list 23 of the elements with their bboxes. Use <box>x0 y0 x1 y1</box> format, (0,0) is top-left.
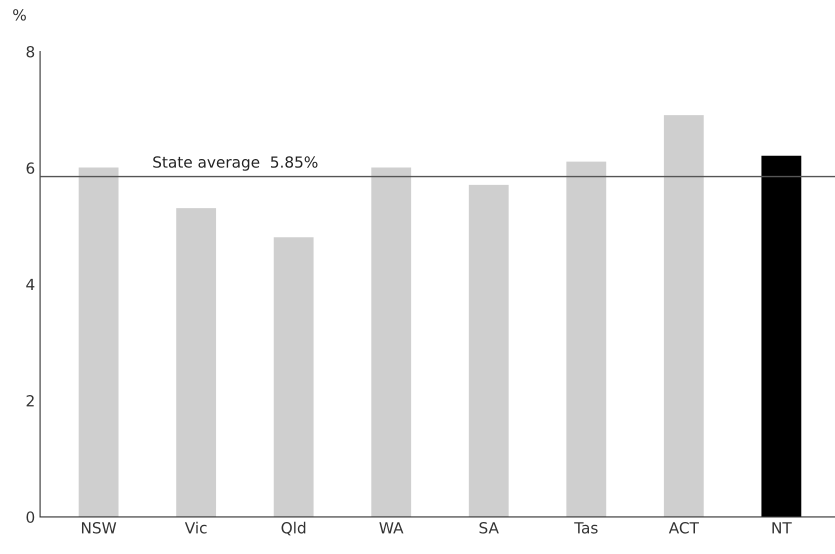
x-tick-label: Qld <box>282 522 306 536</box>
y-tick-label: 8 <box>26 46 34 58</box>
bar <box>468 184 509 517</box>
y-axis-title: % <box>13 9 26 21</box>
bar <box>664 115 704 517</box>
bar <box>78 167 119 517</box>
x-tick-label: SA <box>480 522 499 534</box>
x-tick-label: WA <box>379 522 404 534</box>
y-tick-label: 6 <box>26 162 34 174</box>
x-tick-label: Tas <box>574 522 598 534</box>
bar <box>761 156 802 517</box>
x-tick-label: NSW <box>82 522 116 534</box>
y-tick-label: 2 <box>26 395 34 406</box>
bar <box>274 237 314 517</box>
x-tick-label: NT <box>772 522 792 534</box>
bar <box>176 208 216 517</box>
bar <box>371 167 412 517</box>
x-tick-label: ACT <box>668 522 699 534</box>
x-tick-label: Vic <box>184 522 207 534</box>
bar <box>566 162 606 517</box>
y-tick-label: 0 <box>26 511 34 523</box>
ref-line-label: State average 5.85% <box>153 156 318 171</box>
y-tick-label: 4 <box>26 278 34 290</box>
